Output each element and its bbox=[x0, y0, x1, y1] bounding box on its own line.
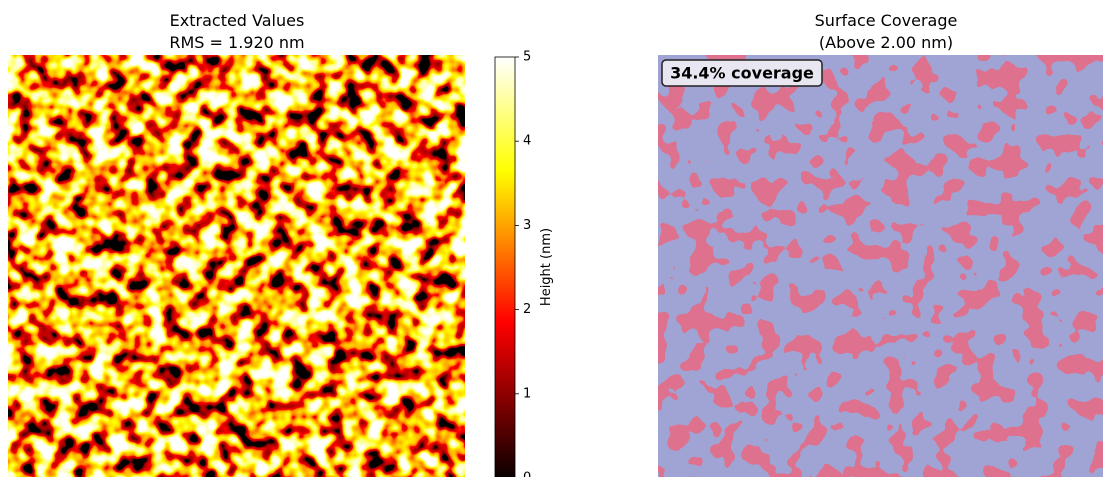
title: Extracted Values bbox=[170, 11, 305, 30]
tick-label: 3 bbox=[523, 218, 531, 233]
title: Surface Coverage bbox=[815, 11, 958, 30]
colorbar bbox=[495, 57, 515, 477]
height-map bbox=[8, 55, 465, 477]
tick-label: 5 bbox=[523, 50, 531, 65]
subtitle: RMS = 1.920 nm bbox=[169, 33, 304, 52]
subtitle: (Above 2.00 nm) bbox=[819, 33, 953, 52]
coverage-mask bbox=[658, 55, 1103, 477]
figure: Extracted Values RMS = 1.920 nm Height (… bbox=[0, 0, 1103, 477]
tick-label: 2 bbox=[523, 302, 531, 317]
tick-label: 4 bbox=[523, 134, 531, 149]
tick-label: 0 bbox=[523, 471, 531, 477]
annotation: 34.4% coverage bbox=[670, 64, 814, 83]
tick-label: 1 bbox=[523, 386, 531, 401]
colorbar-label: Height (nm) bbox=[539, 228, 554, 306]
